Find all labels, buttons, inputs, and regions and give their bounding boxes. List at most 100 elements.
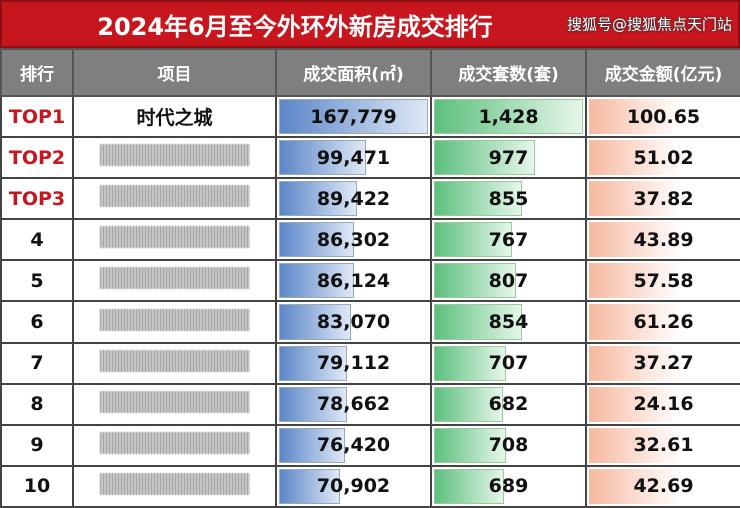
- rank-cell: 7: [0, 341, 74, 385]
- rank-cell: TOP3: [0, 177, 74, 221]
- area-cell: 167,779: [275, 94, 432, 139]
- area-cell: 86,124: [275, 259, 432, 303]
- project-cell: [72, 464, 277, 508]
- units-bar: [434, 140, 535, 176]
- table-row: 6 83,070 854 61.26: [0, 300, 740, 344]
- area-bar: [279, 427, 345, 463]
- units-bar: [434, 99, 583, 135]
- project-name-redacted: [99, 144, 250, 167]
- area-value: 79,112: [316, 352, 391, 375]
- amount-value: 42.69: [633, 475, 694, 498]
- area-bar: [279, 181, 357, 217]
- amount-shade: [589, 140, 681, 176]
- area-value: 86,124: [316, 269, 391, 292]
- table-row: TOP2 99,471 977 51.02: [0, 136, 740, 180]
- amount-value: 57.58: [633, 269, 694, 292]
- amount-shade: [589, 468, 681, 504]
- amount-shade: [589, 181, 681, 217]
- table-row: TOP1 时代之城 167,779 1,428 100.65: [0, 94, 740, 139]
- area-value: 167,779: [310, 105, 397, 128]
- project-cell: 时代之城: [72, 94, 277, 139]
- amount-value: 61.26: [633, 311, 694, 334]
- table-row: 5 86,124 807 57.58: [0, 259, 740, 303]
- project-cell: [72, 341, 277, 385]
- table-row: 8 78,662 682 24.16: [0, 382, 740, 426]
- area-cell: 86,302: [275, 218, 432, 262]
- project-cell: [72, 136, 277, 180]
- units-value: 854: [488, 311, 529, 334]
- amount-shade: [589, 263, 681, 299]
- project-name-redacted: [99, 308, 250, 331]
- units-bar: [434, 263, 517, 299]
- amount-shade: [589, 345, 681, 381]
- area-bar: [279, 263, 354, 299]
- units-bar: [434, 386, 504, 422]
- area-bar: [279, 140, 366, 176]
- units-cell: 767: [430, 218, 587, 262]
- amount-shade: [589, 99, 681, 135]
- rank-cell: TOP1: [0, 94, 74, 139]
- units-cell: 854: [430, 300, 587, 344]
- area-value: 89,422: [316, 187, 391, 210]
- project-name-redacted: [99, 349, 250, 372]
- table-row: 9 76,420 708 32.61: [0, 423, 740, 467]
- units-cell: 855: [430, 177, 587, 221]
- area-cell: 83,070: [275, 300, 432, 344]
- area-cell: 79,112: [275, 341, 432, 385]
- table-row: 4 86,302 767 43.89: [0, 218, 740, 262]
- amount-value: 51.02: [633, 146, 694, 169]
- amount-cell: 24.16: [585, 382, 740, 426]
- amount-cell: 57.58: [585, 259, 740, 303]
- rank-cell: 8: [0, 382, 74, 426]
- amount-cell: 32.61: [585, 423, 740, 467]
- amount-shade: [589, 304, 681, 340]
- table-row: 7 79,112 707 37.27: [0, 341, 740, 385]
- project-cell: [72, 218, 277, 262]
- project-name-redacted: [99, 431, 250, 454]
- amount-cell: 37.82: [585, 177, 740, 221]
- area-cell: 89,422: [275, 177, 432, 221]
- units-value: 1,428: [478, 105, 539, 128]
- units-bar: [434, 427, 506, 463]
- amount-value: 100.65: [626, 105, 701, 128]
- units-value: 977: [488, 146, 529, 169]
- amount-cell: 42.69: [585, 464, 740, 508]
- project-name-redacted: [99, 185, 250, 208]
- amount-value: 32.61: [633, 434, 694, 457]
- amount-shade: [589, 386, 681, 422]
- area-bar: [279, 386, 347, 422]
- units-cell: 977: [430, 136, 587, 180]
- area-value: 78,662: [316, 393, 391, 416]
- units-cell: 1,428: [430, 94, 587, 139]
- units-bar: [434, 222, 513, 258]
- project-name: 时代之城: [136, 107, 213, 130]
- table-row: TOP3 89,422 855 37.82: [0, 177, 740, 221]
- area-value: 76,420: [316, 434, 391, 457]
- project-cell: [72, 259, 277, 303]
- header-project: 项目: [72, 48, 277, 97]
- area-value: 70,902: [316, 475, 391, 498]
- units-value: 807: [488, 269, 529, 292]
- units-value: 707: [488, 352, 529, 375]
- project-cell: [72, 382, 277, 426]
- area-bar: [279, 345, 348, 381]
- units-bar: [434, 181, 522, 217]
- project-name-redacted: [99, 226, 250, 249]
- title-bar: 2024年6月至今外环外新房成交排行 搜狐号@搜狐焦点天门站: [0, 0, 740, 48]
- area-cell: 76,420: [275, 423, 432, 467]
- units-bar: [434, 468, 504, 504]
- amount-value: 37.82: [633, 187, 694, 210]
- header-units: 成交套数(套): [430, 48, 587, 97]
- rank-cell: 4: [0, 218, 74, 262]
- units-bar: [434, 304, 522, 340]
- amount-cell: 51.02: [585, 136, 740, 180]
- rank-cell: TOP2: [0, 136, 74, 180]
- area-cell: 70,902: [275, 464, 432, 508]
- units-bar: [434, 345, 506, 381]
- amount-shade: [589, 222, 681, 258]
- units-cell: 682: [430, 382, 587, 426]
- units-value: 708: [488, 434, 529, 457]
- units-cell: 689: [430, 464, 587, 508]
- header-area: 成交面积(㎡): [275, 48, 432, 97]
- amount-shade: [589, 427, 681, 463]
